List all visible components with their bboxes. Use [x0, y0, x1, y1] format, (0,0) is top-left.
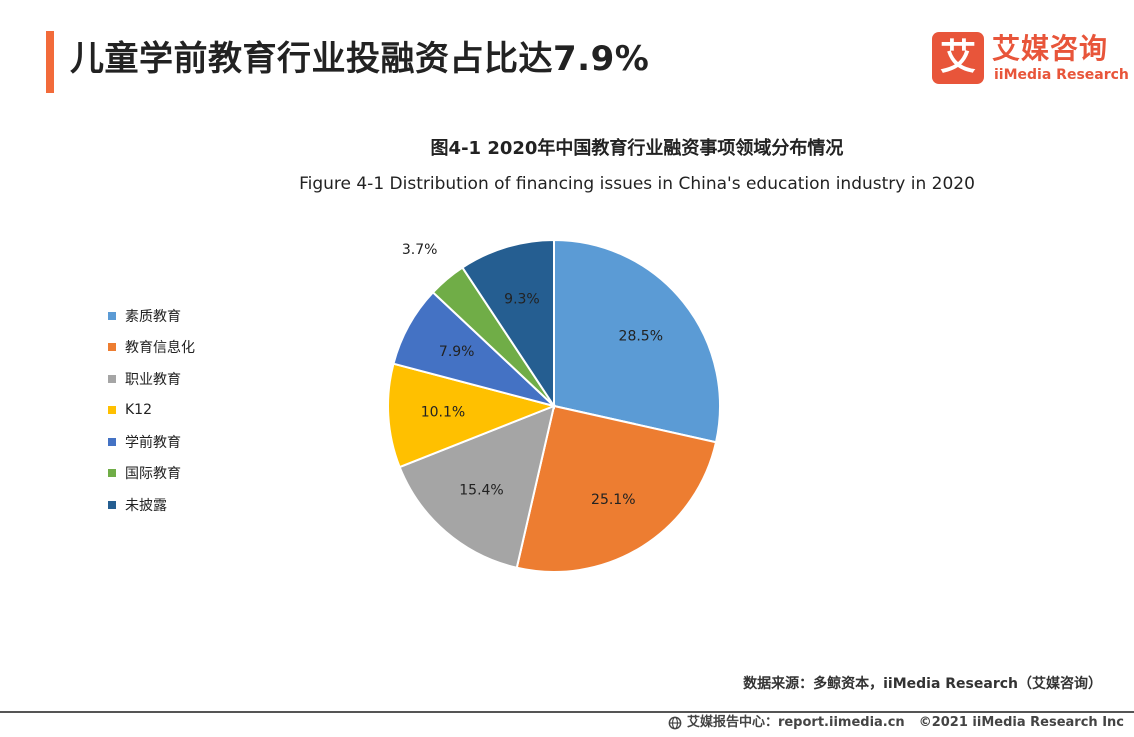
globe-icon — [668, 716, 682, 730]
logo-mark: 艾 — [932, 32, 984, 84]
page-title: 儿童学前教育行业投融资占比达7.9% — [70, 39, 650, 79]
chart-title: 图4-1 2020年中国教育行业融资事项领域分布情况 — [430, 138, 844, 159]
legend-item: 职业教育 — [108, 363, 195, 395]
legend-swatch — [108, 437, 116, 446]
slice-data-label: 28.5% — [619, 328, 663, 344]
logo-name-cn: 艾媒咨询 — [992, 32, 1109, 65]
slice-data-label: 10.1% — [421, 405, 465, 421]
legend-label: 素质教育 — [125, 308, 181, 325]
legend-swatch — [108, 343, 116, 352]
pie-slice — [553, 238, 721, 444]
pie-slice — [461, 238, 555, 410]
pie-slice — [387, 362, 558, 469]
legend-swatch — [108, 374, 116, 383]
chart-legend: 素质教育教育信息化职业教育 K12 学前教育国际教育未披露 — [108, 300, 195, 521]
legend-item: 国际教育 — [108, 458, 195, 490]
pie-slice — [515, 404, 718, 573]
legend-label: 国际教育 — [125, 466, 181, 483]
footer-copyright: ©2021 iiMedia Research Inc — [918, 715, 1124, 730]
legend-swatch — [108, 469, 116, 478]
slice-data-label: 3.7% — [402, 242, 438, 258]
legend-item: 学前教育 — [108, 426, 195, 458]
slice-data-label: 15.4% — [459, 482, 503, 498]
legend-swatch — [108, 406, 116, 415]
slice-data-label: 9.3% — [504, 291, 540, 307]
title-accent-bar — [46, 31, 54, 93]
legend-label: 未披露 — [125, 497, 167, 514]
footer: 艾媒报告中心：report.iimedia.cn ©2021 iiMedia R… — [668, 713, 1124, 733]
footer-site[interactable]: 艾媒报告中心：report.iimedia.cn — [686, 715, 905, 730]
data-source-note: 数据来源：多鲸资本，iiMedia Research（艾媒咨询） — [743, 676, 1102, 692]
legend-label: 教育信息化 — [125, 340, 195, 357]
iimedia-logo: 艾 艾媒咨询 iiMedia Research — [932, 32, 1129, 88]
logo-name-en: iiMedia Research — [994, 67, 1129, 83]
chart-subtitle: Figure 4-1 Distribution of financing iss… — [299, 174, 975, 194]
legend-label: 学前教育 — [125, 434, 181, 451]
legend-item: 未披露 — [108, 489, 195, 521]
legend-item: 教育信息化 — [108, 332, 195, 364]
legend-item: K12 — [108, 395, 195, 427]
legend-item: 素质教育 — [108, 300, 195, 332]
slice-data-label: 7.9% — [439, 344, 475, 360]
legend-swatch — [108, 311, 116, 320]
footer-divider — [0, 711, 1134, 713]
legend-swatch — [108, 500, 116, 509]
legend-label: K12 — [125, 402, 152, 419]
legend-label: 职业教育 — [125, 371, 181, 388]
pie-slice — [398, 404, 556, 569]
slice-data-label: 25.1% — [591, 492, 635, 508]
